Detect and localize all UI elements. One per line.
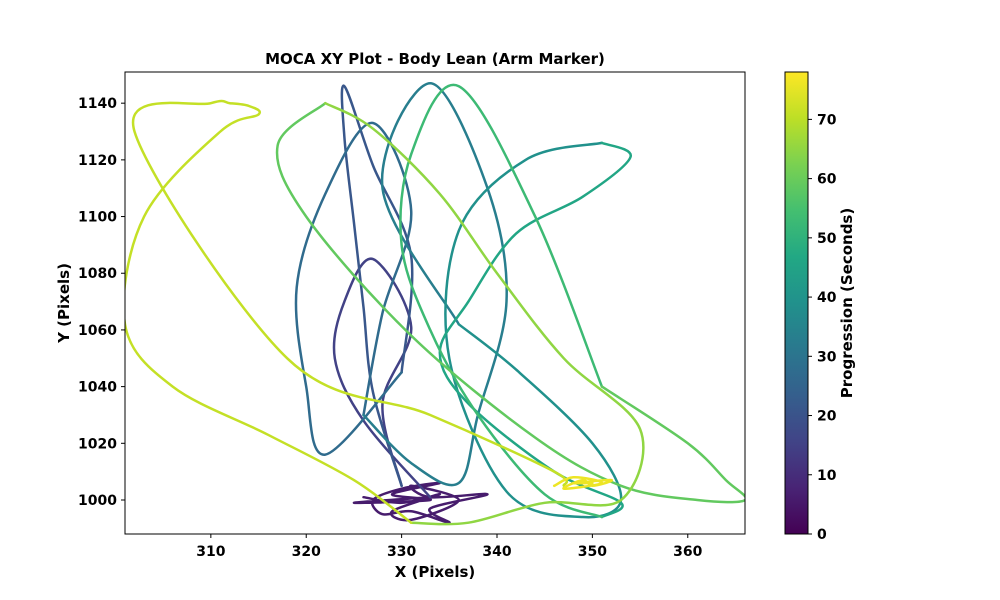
- trajectory-segment-10: [125, 99, 569, 524]
- y-axis-label: Y (Pixels): [55, 263, 73, 344]
- y-tick-label: 1060: [78, 323, 117, 339]
- trajectory-segment-8: [275, 101, 745, 504]
- chart-title: MOCA XY Plot - Body Lean (Arm Marker): [265, 50, 605, 68]
- y-tick-label: 1040: [78, 380, 117, 396]
- trajectory-lines: [125, 82, 745, 526]
- y-axis-ticks: 1000 1020 1040 1060 1080 1100 1120 1140: [78, 96, 125, 509]
- y-tick-label: 1120: [78, 153, 117, 169]
- colorbar-tick-label: 20: [817, 409, 837, 425]
- trajectory-segment-0: [352, 481, 489, 524]
- trajectory-segment-7: [399, 83, 604, 519]
- colorbar-tick-label: 50: [817, 231, 837, 247]
- y-tick-label: 1000: [78, 493, 117, 509]
- plot-area: [125, 72, 745, 534]
- trajectory-segment-11: [552, 476, 614, 490]
- colorbar-tick-label: 70: [817, 112, 837, 128]
- x-axis-ticks: 310 320 330 340 350 360: [196, 534, 703, 560]
- colorbar-tick-label: 10: [817, 468, 837, 484]
- trajectory-segment-6: [438, 141, 632, 519]
- x-tick-label: 310: [196, 544, 225, 560]
- trajectory-segment-9: [324, 101, 645, 526]
- x-tick-label: 360: [673, 544, 702, 560]
- colorbar-label: Progression (Seconds): [838, 208, 856, 398]
- trajectory-segment-5: [444, 141, 623, 519]
- y-tick-label: 1080: [78, 266, 117, 282]
- colorbar-ticks: 0 10 20 30 40 50 60 70: [808, 112, 837, 543]
- colorbar-tick-label: 0: [817, 527, 827, 543]
- y-tick-label: 1020: [78, 436, 117, 452]
- x-axis-label: X (Pixels): [395, 563, 476, 581]
- y-tick-label: 1140: [78, 96, 117, 112]
- x-tick-label: 340: [482, 544, 511, 560]
- x-tick-label: 350: [578, 544, 607, 560]
- colorbar: [784, 71, 809, 535]
- plot-frame: [124, 71, 746, 535]
- x-tick-label: 330: [387, 544, 416, 560]
- x-tick-label: 320: [292, 544, 321, 560]
- trajectory-segment-4: [362, 82, 508, 487]
- colorbar-tick-label: 60: [817, 172, 837, 188]
- colorbar-tick-label: 30: [817, 349, 837, 365]
- colorbar-tick-label: 40: [817, 290, 837, 306]
- trajectory-segment-3: [294, 121, 413, 456]
- y-tick-label: 1100: [78, 210, 117, 226]
